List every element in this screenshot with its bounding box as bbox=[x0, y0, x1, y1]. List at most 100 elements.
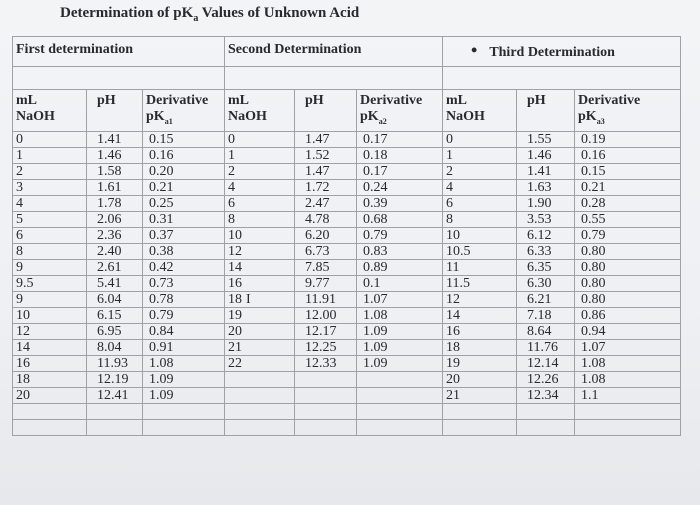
col-header-ph-3: pH bbox=[516, 89, 575, 132]
cell-derivative-1 bbox=[142, 419, 225, 436]
cell-ph-3: 6.12 bbox=[516, 227, 575, 244]
cell-ph-3: 8.64 bbox=[516, 323, 575, 340]
cell-derivative-1: 0.25 bbox=[142, 195, 225, 212]
cell-ph-2: 12.17 bbox=[294, 323, 357, 340]
table-row bbox=[12, 419, 681, 436]
cell-ml-naoh-1: 18 bbox=[12, 371, 87, 388]
cell-ml-naoh-3: 20 bbox=[442, 371, 517, 388]
cell-ph-3: 1.90 bbox=[516, 195, 575, 212]
cell-derivative-1: 0.73 bbox=[142, 275, 225, 292]
cell-ml-naoh-1: 0 bbox=[12, 131, 87, 148]
cell-ml-naoh-3: 10.5 bbox=[442, 243, 517, 260]
cell-ml-naoh-3: 14 bbox=[442, 307, 517, 324]
cell-ml-naoh-2: 8 bbox=[224, 211, 295, 228]
table-row: 6 2.36 0.37 10 6.20 0.79 10 6.12 0.79 bbox=[12, 227, 681, 244]
cell-ml-naoh-3: 11.5 bbox=[442, 275, 517, 292]
cell-derivative-2: 1.07 bbox=[356, 291, 443, 308]
cell-ph-3: 7.18 bbox=[516, 307, 575, 324]
cell-ml-naoh-1: 8 bbox=[12, 243, 87, 260]
cell-ml-naoh-1: 20 bbox=[12, 387, 87, 404]
cell-ml-naoh-3: 12 bbox=[442, 291, 517, 308]
titration-data-table: First determination Second Determination… bbox=[12, 36, 681, 436]
cell-ml-naoh-2 bbox=[224, 371, 295, 388]
cell-derivative-2: 0.83 bbox=[356, 243, 443, 260]
cell-ph-2: 1.52 bbox=[294, 147, 357, 164]
cell-ml-naoh-2: 22 bbox=[224, 355, 295, 372]
cell-derivative-3: 0.80 bbox=[574, 291, 681, 308]
table-row: 3 1.61 0.21 4 1.72 0.24 4 1.63 0.21 bbox=[12, 179, 681, 196]
cell-derivative-3: 0.80 bbox=[574, 259, 681, 276]
cell-ph-2: 12.00 bbox=[294, 307, 357, 324]
cell-ph-2: 1.47 bbox=[294, 163, 357, 180]
cell-ml-naoh-3: 18 bbox=[442, 339, 517, 356]
col-header-ph-2: pH bbox=[294, 89, 357, 132]
cell-ph-2: 6.73 bbox=[294, 243, 357, 260]
cell-ml-naoh-3: 10 bbox=[442, 227, 517, 244]
cell-ph-1: 2.40 bbox=[86, 243, 143, 260]
cell-derivative-3: 0.21 bbox=[574, 179, 681, 196]
table-row: 16 11.93 1.08 22 12.33 1.09 19 12.14 1.08 bbox=[12, 355, 681, 372]
cell-derivative-2: 0.89 bbox=[356, 259, 443, 276]
cell-ml-naoh-1 bbox=[12, 403, 87, 420]
cell-ph-2: 12.33 bbox=[294, 355, 357, 372]
cell-ph-2 bbox=[294, 403, 357, 420]
cell-derivative-2: 1.09 bbox=[356, 339, 443, 356]
cell-derivative-2: 0.17 bbox=[356, 163, 443, 180]
cell-ml-naoh-1: 9 bbox=[12, 291, 87, 308]
cell-derivative-3: 1.08 bbox=[574, 355, 681, 372]
cell-derivative-3: 0.79 bbox=[574, 227, 681, 244]
cell-ph-1: 1.78 bbox=[86, 195, 143, 212]
cell-derivative-1: 0.78 bbox=[142, 291, 225, 308]
table-row: 1 1.46 0.16 1 1.52 0.18 1 1.46 0.16 bbox=[12, 147, 681, 164]
cell-ph-2: 11.91 bbox=[294, 291, 357, 308]
cell-ph-1: 12.41 bbox=[86, 387, 143, 404]
third-determination-header: • Third Determination bbox=[442, 36, 681, 67]
text-cursor-icon: I bbox=[246, 292, 251, 307]
cell-ph-3: 12.26 bbox=[516, 371, 575, 388]
cell-derivative-1: 0.79 bbox=[142, 307, 225, 324]
cell-ph-1: 1.58 bbox=[86, 163, 143, 180]
cell-derivative-2 bbox=[356, 387, 443, 404]
cell-ml-naoh-1: 12 bbox=[12, 323, 87, 340]
cell-ph-2: 6.20 bbox=[294, 227, 357, 244]
cell-derivative-3: 1.07 bbox=[574, 339, 681, 356]
cell-ph-1: 1.41 bbox=[86, 131, 143, 148]
cell-ml-naoh-2: 12 bbox=[224, 243, 295, 260]
cell-ml-naoh-3 bbox=[442, 403, 517, 420]
cell-ph-1: 2.61 bbox=[86, 259, 143, 276]
cell-ph-1: 2.06 bbox=[86, 211, 143, 228]
cell-ph-3: 12.14 bbox=[516, 355, 575, 372]
cell-ml-naoh-2: 19 bbox=[224, 307, 295, 324]
col-header-ml-naoh-3: mL NaOH bbox=[442, 89, 517, 132]
cell-derivative-2: 1.08 bbox=[356, 307, 443, 324]
cell-ml-naoh-2: 6 bbox=[224, 195, 295, 212]
cell-derivative-3: 0.15 bbox=[574, 163, 681, 180]
cell-ph-1 bbox=[86, 419, 143, 436]
table-row: 20 12.41 1.09 21 12.34 1.1 bbox=[12, 387, 681, 404]
cell-ml-naoh-1: 14 bbox=[12, 339, 87, 356]
cell-ml-naoh-3: 1 bbox=[442, 147, 517, 164]
cell-ph-2 bbox=[294, 387, 357, 404]
cell-derivative-2: 0.39 bbox=[356, 195, 443, 212]
cell-derivative-2: 0.17 bbox=[356, 131, 443, 148]
cell-ml-naoh-3: 2 bbox=[442, 163, 517, 180]
cell-derivative-2: 1.09 bbox=[356, 355, 443, 372]
section-header-row: First determination Second Determination… bbox=[12, 36, 681, 67]
page-title: Determination of pKa Values of Unknown A… bbox=[60, 5, 360, 24]
cell-ml-naoh-1: 9.5 bbox=[12, 275, 87, 292]
cell-ml-naoh-2: 4 bbox=[224, 179, 295, 196]
cell-ph-2 bbox=[294, 371, 357, 388]
table-row: 2 1.58 0.20 2 1.47 0.17 2 1.41 0.15 bbox=[12, 163, 681, 180]
cell-ph-1: 6.04 bbox=[86, 291, 143, 308]
cell-ml-naoh-1: 5 bbox=[12, 211, 87, 228]
cell-ml-naoh-3: 16 bbox=[442, 323, 517, 340]
cell-derivative-1: 0.91 bbox=[142, 339, 225, 356]
cell-ml-naoh-3: 4 bbox=[442, 179, 517, 196]
cell-derivative-1: 1.08 bbox=[142, 355, 225, 372]
table-row: 0 1.41 0.15 0 1.47 0.17 0 1.55 0.19 bbox=[12, 131, 681, 148]
cell-derivative-1: 1.09 bbox=[142, 371, 225, 388]
cell-ml-naoh-3: 11 bbox=[442, 259, 517, 276]
cell-ml-naoh-2: 14 bbox=[224, 259, 295, 276]
cell-ph-2: 12.25 bbox=[294, 339, 357, 356]
cell-ph-3 bbox=[516, 403, 575, 420]
